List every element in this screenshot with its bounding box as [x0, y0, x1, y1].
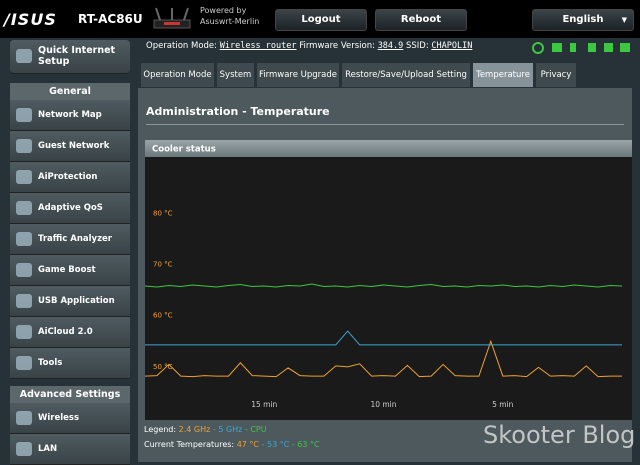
- menu-label: AiCloud 2.0: [38, 327, 93, 337]
- page-title: Administration - Temperature: [146, 105, 330, 118]
- current-label: Current Temperatures:: [144, 440, 235, 449]
- menu-item[interactable]: Traffic Analyzer: [10, 224, 130, 255]
- model: RT-AC86U: [78, 12, 143, 26]
- tab[interactable]: Restore/Save/Upload Setting: [342, 63, 470, 87]
- watermark: Skooter Blog: [483, 421, 636, 449]
- menu-item[interactable]: Adaptive QoS: [10, 193, 130, 224]
- language-select[interactable]: English ▼: [532, 9, 634, 31]
- current-temp: 63 °C: [297, 440, 320, 449]
- menu-item[interactable]: USB Application: [10, 286, 130, 317]
- label: Firmware Version:: [299, 41, 375, 51]
- divider: [146, 124, 624, 125]
- dropdown-arrow: ▼: [621, 16, 627, 24]
- quick-setup-label: Quick Internet Setup: [38, 45, 116, 67]
- label: Operation Mode:: [146, 41, 218, 51]
- chart-title: Cooler status: [152, 145, 216, 155]
- x-tick-label: 10 min: [370, 400, 396, 409]
- menu-label: Game Boost: [38, 265, 96, 275]
- chart: Cooler status 80 °C 70 °C 60 °C 50 °C 15 min…: [145, 140, 632, 420]
- menu-label: Guest Network: [38, 141, 110, 151]
- icon: [16, 325, 32, 339]
- legend-entry: 5 GHz: [218, 425, 243, 434]
- menu-label: LAN: [38, 444, 58, 454]
- legend: Legend: 2.4 GHz - 5 GHz - CPU: [144, 425, 267, 434]
- quick-setup[interactable]: Quick Internet Setup: [10, 40, 130, 74]
- x-tick-label: 5 min: [492, 400, 514, 409]
- x-tick-label: 15 min: [251, 400, 277, 409]
- menu-item[interactable]: Network Map: [10, 100, 130, 131]
- tab[interactable]: System: [217, 63, 254, 87]
- firmware[interactable]: 384.9: [377, 41, 404, 51]
- menu-item[interactable]: AiProtection: [10, 162, 130, 193]
- series-line: [145, 283, 623, 288]
- menu-label: USB Application: [38, 296, 115, 306]
- reboot-button[interactable]: Reboot: [375, 9, 467, 31]
- logo: /ISUS: [4, 10, 57, 29]
- firmware-name: Asuswrt-Merlin: [200, 17, 260, 26]
- icon: [16, 356, 32, 370]
- icon: [16, 108, 32, 122]
- icon: [16, 294, 32, 308]
- status-icons: [532, 42, 630, 54]
- header: /ISUS RT-AC86U Powered by Asuswrt-Merlin…: [0, 0, 640, 38]
- series-line: [145, 330, 622, 346]
- menu-item[interactable]: Tools: [10, 348, 130, 379]
- legend-label: Legend:: [144, 425, 177, 434]
- language: English: [562, 14, 604, 25]
- legend-entry: CPU: [250, 425, 267, 434]
- series-line: [145, 339, 622, 378]
- separator: -: [289, 440, 298, 449]
- legend-entry: 2.4 GHz: [178, 425, 211, 434]
- ssid[interactable]: CHAPOLIN: [431, 41, 473, 51]
- y-tick-label: 70 °C: [153, 261, 173, 269]
- menu-item[interactable]: AiCloud 2.0: [10, 317, 130, 348]
- status-bar: Operation Mode: Wireless router Firmware…: [146, 41, 472, 51]
- icon: [16, 201, 32, 215]
- icon: [16, 139, 32, 153]
- menu-label: Wireless: [38, 413, 80, 423]
- current-temp: 47 °C: [236, 440, 259, 449]
- tab[interactable]: Privacy: [536, 63, 576, 87]
- tab[interactable]: Operation Mode: [141, 63, 214, 87]
- menu-item[interactable]: Wireless: [10, 403, 130, 434]
- router-icon: [153, 7, 191, 29]
- separator: -: [242, 425, 251, 434]
- separator: -: [210, 425, 219, 434]
- menu-item[interactable]: Guest Network: [10, 131, 130, 162]
- separator: -: [259, 440, 267, 449]
- menu-label: AiProtection: [38, 172, 98, 182]
- icon: [16, 442, 32, 456]
- menu-label: Network Map: [38, 110, 102, 120]
- y-tick-label: 50 °C: [153, 363, 173, 371]
- section-title: General: [10, 83, 130, 100]
- icon: [16, 232, 32, 246]
- y-tick-label: 80 °C: [153, 209, 173, 217]
- section-title: Advanced Settings: [10, 386, 130, 403]
- icon: [16, 263, 32, 277]
- current-temp: 53 °C: [266, 440, 290, 449]
- label: SSID:: [405, 41, 429, 51]
- current-temps: Current Temperatures: 47 °C - 53 °C - 63…: [144, 440, 320, 449]
- logout-button[interactable]: Logout: [275, 9, 367, 31]
- menu-label: Tools: [38, 358, 63, 368]
- menu-label: Adaptive QoS: [38, 203, 103, 213]
- tab[interactable]: Temperature: [473, 63, 533, 87]
- menu-label: Traffic Analyzer: [38, 234, 112, 244]
- icon: [16, 411, 32, 425]
- tab[interactable]: Firmware Upgrade: [257, 63, 339, 87]
- y-tick-label: 60 °C: [153, 312, 173, 320]
- menu-item[interactable]: LAN: [10, 434, 130, 465]
- chart-header: [145, 140, 632, 157]
- plot-area: [145, 157, 632, 420]
- icon: [16, 49, 32, 63]
- powered-by: Powered by: [200, 6, 247, 15]
- icon: [16, 170, 32, 184]
- op-mode[interactable]: Wireless router: [219, 41, 297, 51]
- menu-item[interactable]: Game Boost: [10, 255, 130, 286]
